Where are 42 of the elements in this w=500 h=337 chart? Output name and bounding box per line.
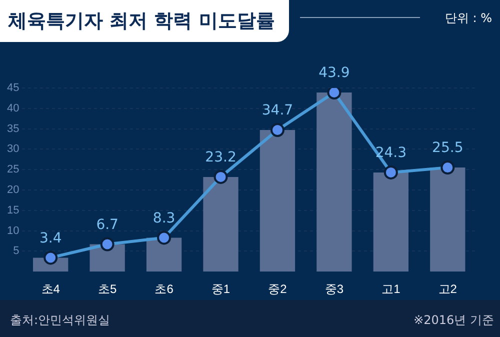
point	[157, 230, 172, 245]
y-tick-label: 5	[13, 245, 20, 258]
x-tick-label: 고1	[382, 282, 401, 296]
data-label: 25.5	[432, 140, 464, 156]
bar	[430, 168, 466, 272]
point	[100, 237, 114, 252]
y-axis-title: 단위 : %	[444, 10, 492, 27]
x-tick-label: 중2	[268, 282, 288, 296]
source-note: 출처:안민석위원실	[10, 312, 110, 329]
point	[327, 88, 342, 100]
data-label: 43.9	[318, 65, 350, 82]
point	[44, 250, 58, 265]
x-tick-label: 중1	[211, 282, 230, 296]
y-tick-label: 20	[6, 184, 20, 196]
point	[440, 160, 455, 175]
data-label: 8.3	[152, 210, 176, 226]
bar	[316, 92, 352, 272]
bar	[373, 172, 409, 272]
data-label: 3.4	[39, 230, 62, 246]
x-tick-label: 고2	[438, 282, 458, 296]
data-label: 23.2	[205, 150, 236, 166]
point	[270, 123, 284, 138]
y-tick-label: 30	[6, 143, 20, 156]
bar	[203, 176, 238, 272]
y-tick-label: 35	[6, 122, 20, 135]
y-tick-label: 25	[6, 164, 20, 176]
bar	[260, 130, 296, 272]
text: ※2016년 기준	[414, 312, 494, 329]
x-tick-label: 초4	[41, 282, 60, 296]
chart-title: 체육특기자 최저 학력 미도달률	[0, 0, 289, 42]
y-tick-label: 40	[6, 102, 20, 114]
x-tick-label: 초6	[154, 282, 174, 296]
data-label: 6.7	[96, 216, 118, 233]
x-tick-label: 중3	[324, 282, 344, 296]
x-tick-label: 초5	[98, 282, 117, 296]
y-tick-label: 10	[6, 224, 20, 237]
point	[214, 170, 228, 184]
data-label: 34.7	[262, 102, 294, 119]
y-tick-label: 15	[6, 204, 20, 216]
point	[384, 165, 398, 180]
bar	[146, 238, 182, 272]
y-tick-label: 45	[6, 82, 20, 94]
